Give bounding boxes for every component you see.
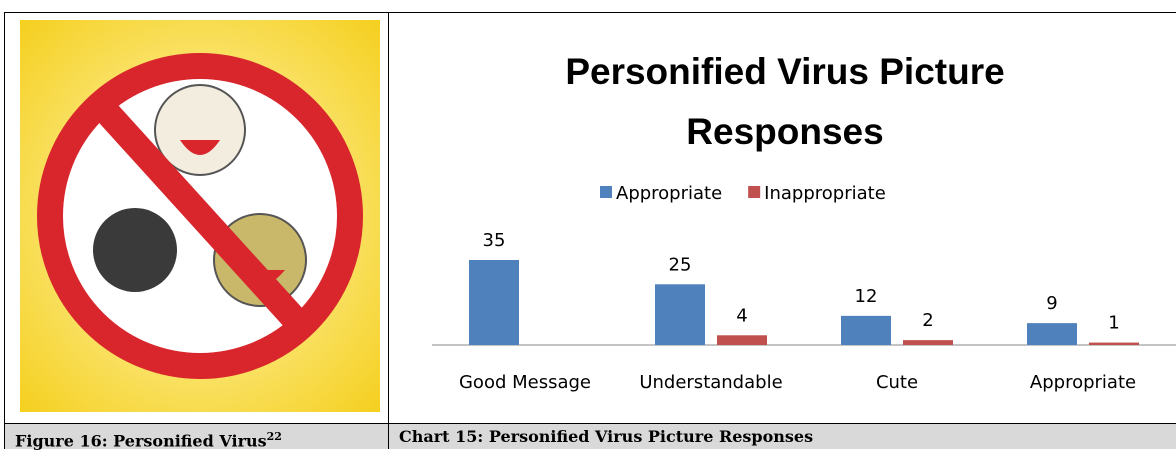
caption-note: 22 — [266, 430, 282, 443]
legend-swatch — [748, 186, 761, 198]
legend-swatch — [600, 186, 612, 198]
chart-title: Personified Virus Picture Responses — [565, 51, 1005, 152]
data-label: 35 — [483, 230, 506, 251]
table-border-mid — [388, 12, 389, 449]
row-border — [4, 423, 1176, 424]
legend-label: Appropriate — [616, 183, 722, 204]
x-tick-label: Understandable — [639, 372, 782, 393]
virus-picture — [20, 20, 380, 412]
x-tick-label: Cute — [876, 372, 918, 393]
x-tick-label: Good Message — [459, 372, 591, 393]
bar — [717, 335, 767, 345]
caption-text: Chart 15: Personified Virus Picture Resp… — [399, 427, 814, 446]
data-label: 9 — [1046, 293, 1057, 314]
caption-text: Figure 16: Personified Virus — [15, 431, 267, 451]
x-tick-label: Appropriate — [1030, 372, 1136, 393]
data-label: 1 — [1108, 313, 1119, 334]
data-label: 25 — [669, 254, 692, 275]
bar — [469, 260, 519, 345]
bar — [841, 315, 891, 345]
table-border-top — [4, 12, 1176, 13]
bar — [1089, 342, 1139, 345]
chart: Appropriate Inappropriate Good Message 35 Un… — [432, 183, 1176, 393]
chart-caption: Chart 15: Personified Virus Picture Resp… — [389, 424, 1176, 449]
bar — [1027, 323, 1077, 345]
figure-caption: Figure 16: Personified Virus22 — [5, 424, 388, 451]
data-label: 12 — [855, 286, 878, 307]
bar — [655, 284, 705, 345]
legend-label: Inappropriate — [764, 183, 886, 204]
data-label: 2 — [922, 310, 933, 331]
bar — [903, 340, 953, 345]
data-label: 4 — [736, 305, 747, 326]
table-border-left — [4, 12, 5, 449]
